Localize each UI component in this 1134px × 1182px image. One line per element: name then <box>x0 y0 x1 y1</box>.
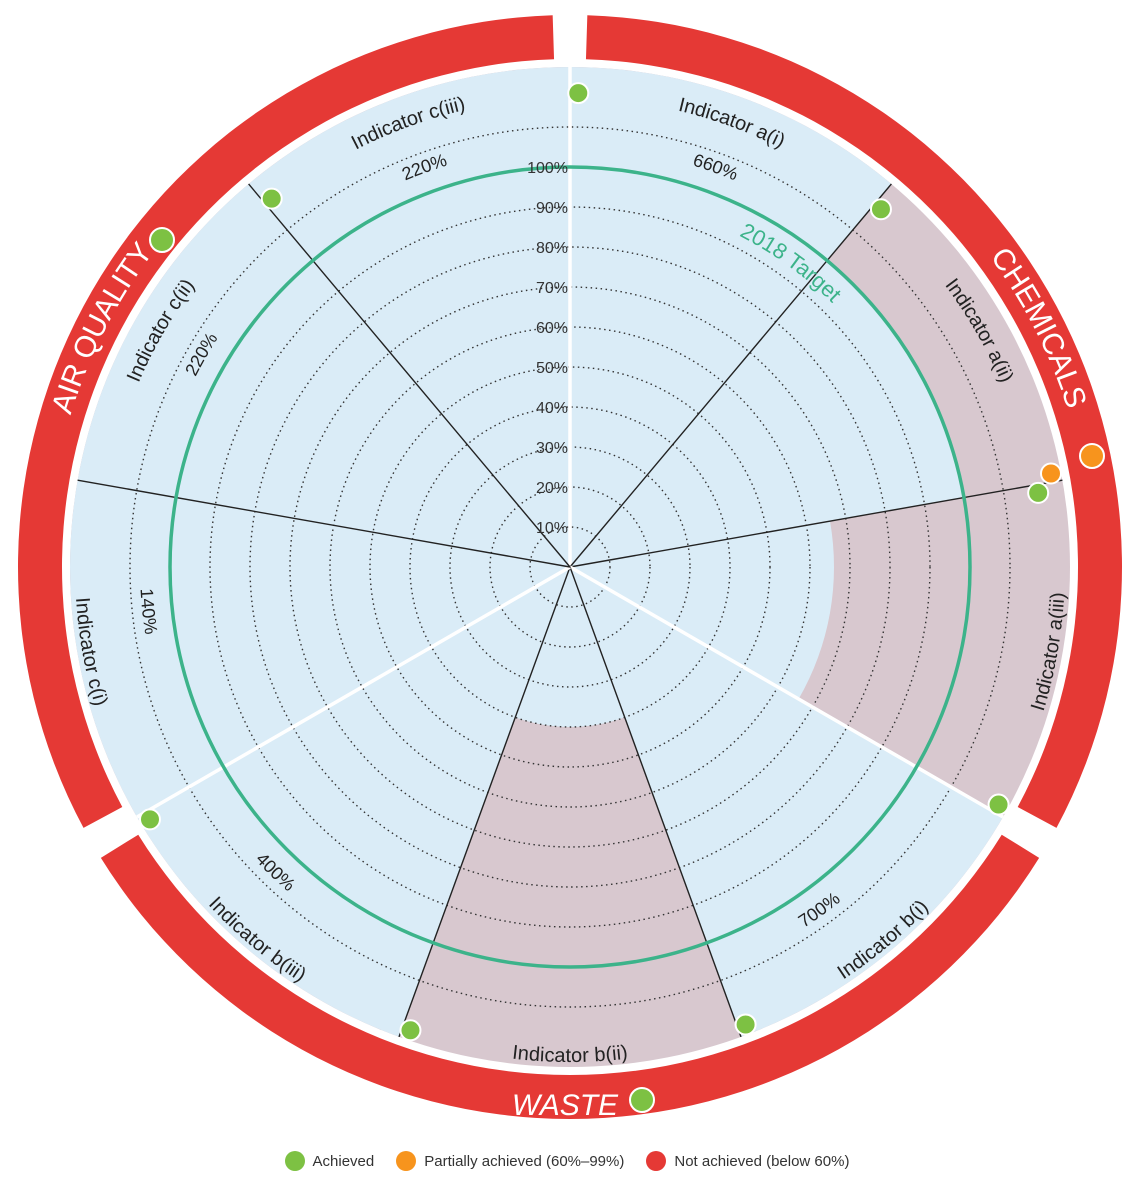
indicator-divider-line <box>248 183 571 568</box>
indicator-status-dot-icon <box>1039 462 1062 485</box>
value-sector <box>570 521 834 699</box>
group-ring-chemicals <box>585 15 1122 828</box>
group-ring-waste <box>100 834 1040 1119</box>
group-divider-line <box>569 565 1004 819</box>
radial-tick-label: 80% <box>536 240 568 257</box>
radial-tick-label: 50% <box>536 360 568 377</box>
radial-tick-label: 30% <box>536 440 568 457</box>
indicator-divider-line <box>77 479 571 568</box>
radial-tick-label: 70% <box>536 280 568 297</box>
indicator-divider-line <box>569 183 892 568</box>
value-sector <box>570 567 1004 1037</box>
indicator-status-dot-icon <box>1027 481 1050 504</box>
indicator-status-dot-icon <box>260 187 283 210</box>
group-title-waste: WASTE <box>512 1089 619 1122</box>
ring-gap <box>64 61 555 806</box>
grid-circle <box>369 366 771 768</box>
grid-circle <box>289 286 851 848</box>
radial-tick-label: 20% <box>536 480 568 497</box>
legend-item-achieved: Achieved <box>284 1151 375 1171</box>
partial-dot-icon <box>396 1151 417 1171</box>
value-sector <box>77 183 570 567</box>
radial-tick-label: 40% <box>536 400 568 417</box>
ring-gap <box>140 831 1000 1073</box>
legend-label-not-achieved: Not achieved (below 60%) <box>674 1152 850 1170</box>
radial-tick-label: 60% <box>536 320 568 337</box>
indicator-divider-line <box>398 566 571 1038</box>
group-status-dot-icon <box>149 227 175 253</box>
group-status-dot-icon <box>629 1087 655 1113</box>
indicator-status-dot-icon <box>987 793 1010 816</box>
value-sector <box>248 67 570 567</box>
value-sector <box>70 480 570 817</box>
radial-tick-label: 100% <box>527 160 568 177</box>
group-divider-line <box>136 565 571 819</box>
target-circle <box>168 165 972 969</box>
radial-tick-label: 90% <box>536 200 568 217</box>
indicator-status-dot-icon <box>399 1019 422 1042</box>
ring-gap <box>585 61 1076 806</box>
indicator-status-dot-icon <box>138 808 161 831</box>
grid-circle <box>249 246 891 888</box>
indicator-status-dot-icon <box>567 82 590 105</box>
achieved-dot-icon <box>284 1151 305 1171</box>
value-sector <box>570 67 892 567</box>
grid-circle <box>409 406 731 728</box>
value-sector <box>570 260 964 567</box>
grid-circle <box>129 126 1011 1008</box>
group-ring-air-quality <box>17 15 555 828</box>
legend-label-achieved: Achieved <box>312 1152 375 1170</box>
indicator-divider-line <box>569 566 742 1038</box>
legend-item-not-achieved: Not achieved (below 60%) <box>646 1151 849 1171</box>
grid-circle <box>529 526 611 608</box>
indicator-label: Indicator b(ii) <box>511 1042 629 1067</box>
radial-tick-label: 10% <box>536 520 568 537</box>
indicator-status-dot-icon <box>869 198 892 221</box>
group-status-dot-icon <box>1079 443 1105 469</box>
legend-item-partial: Partially achieved (60%–99%) <box>396 1151 624 1171</box>
not-achieved-dot-icon <box>646 1151 667 1171</box>
legend: Achieved Partially achieved (60%–99%) No… <box>0 1146 1134 1176</box>
legend-label-partial: Partially achieved (60%–99%) <box>424 1152 625 1170</box>
indicator-divider-line <box>569 479 1063 568</box>
indicator-status-dot-icon <box>734 1013 757 1036</box>
